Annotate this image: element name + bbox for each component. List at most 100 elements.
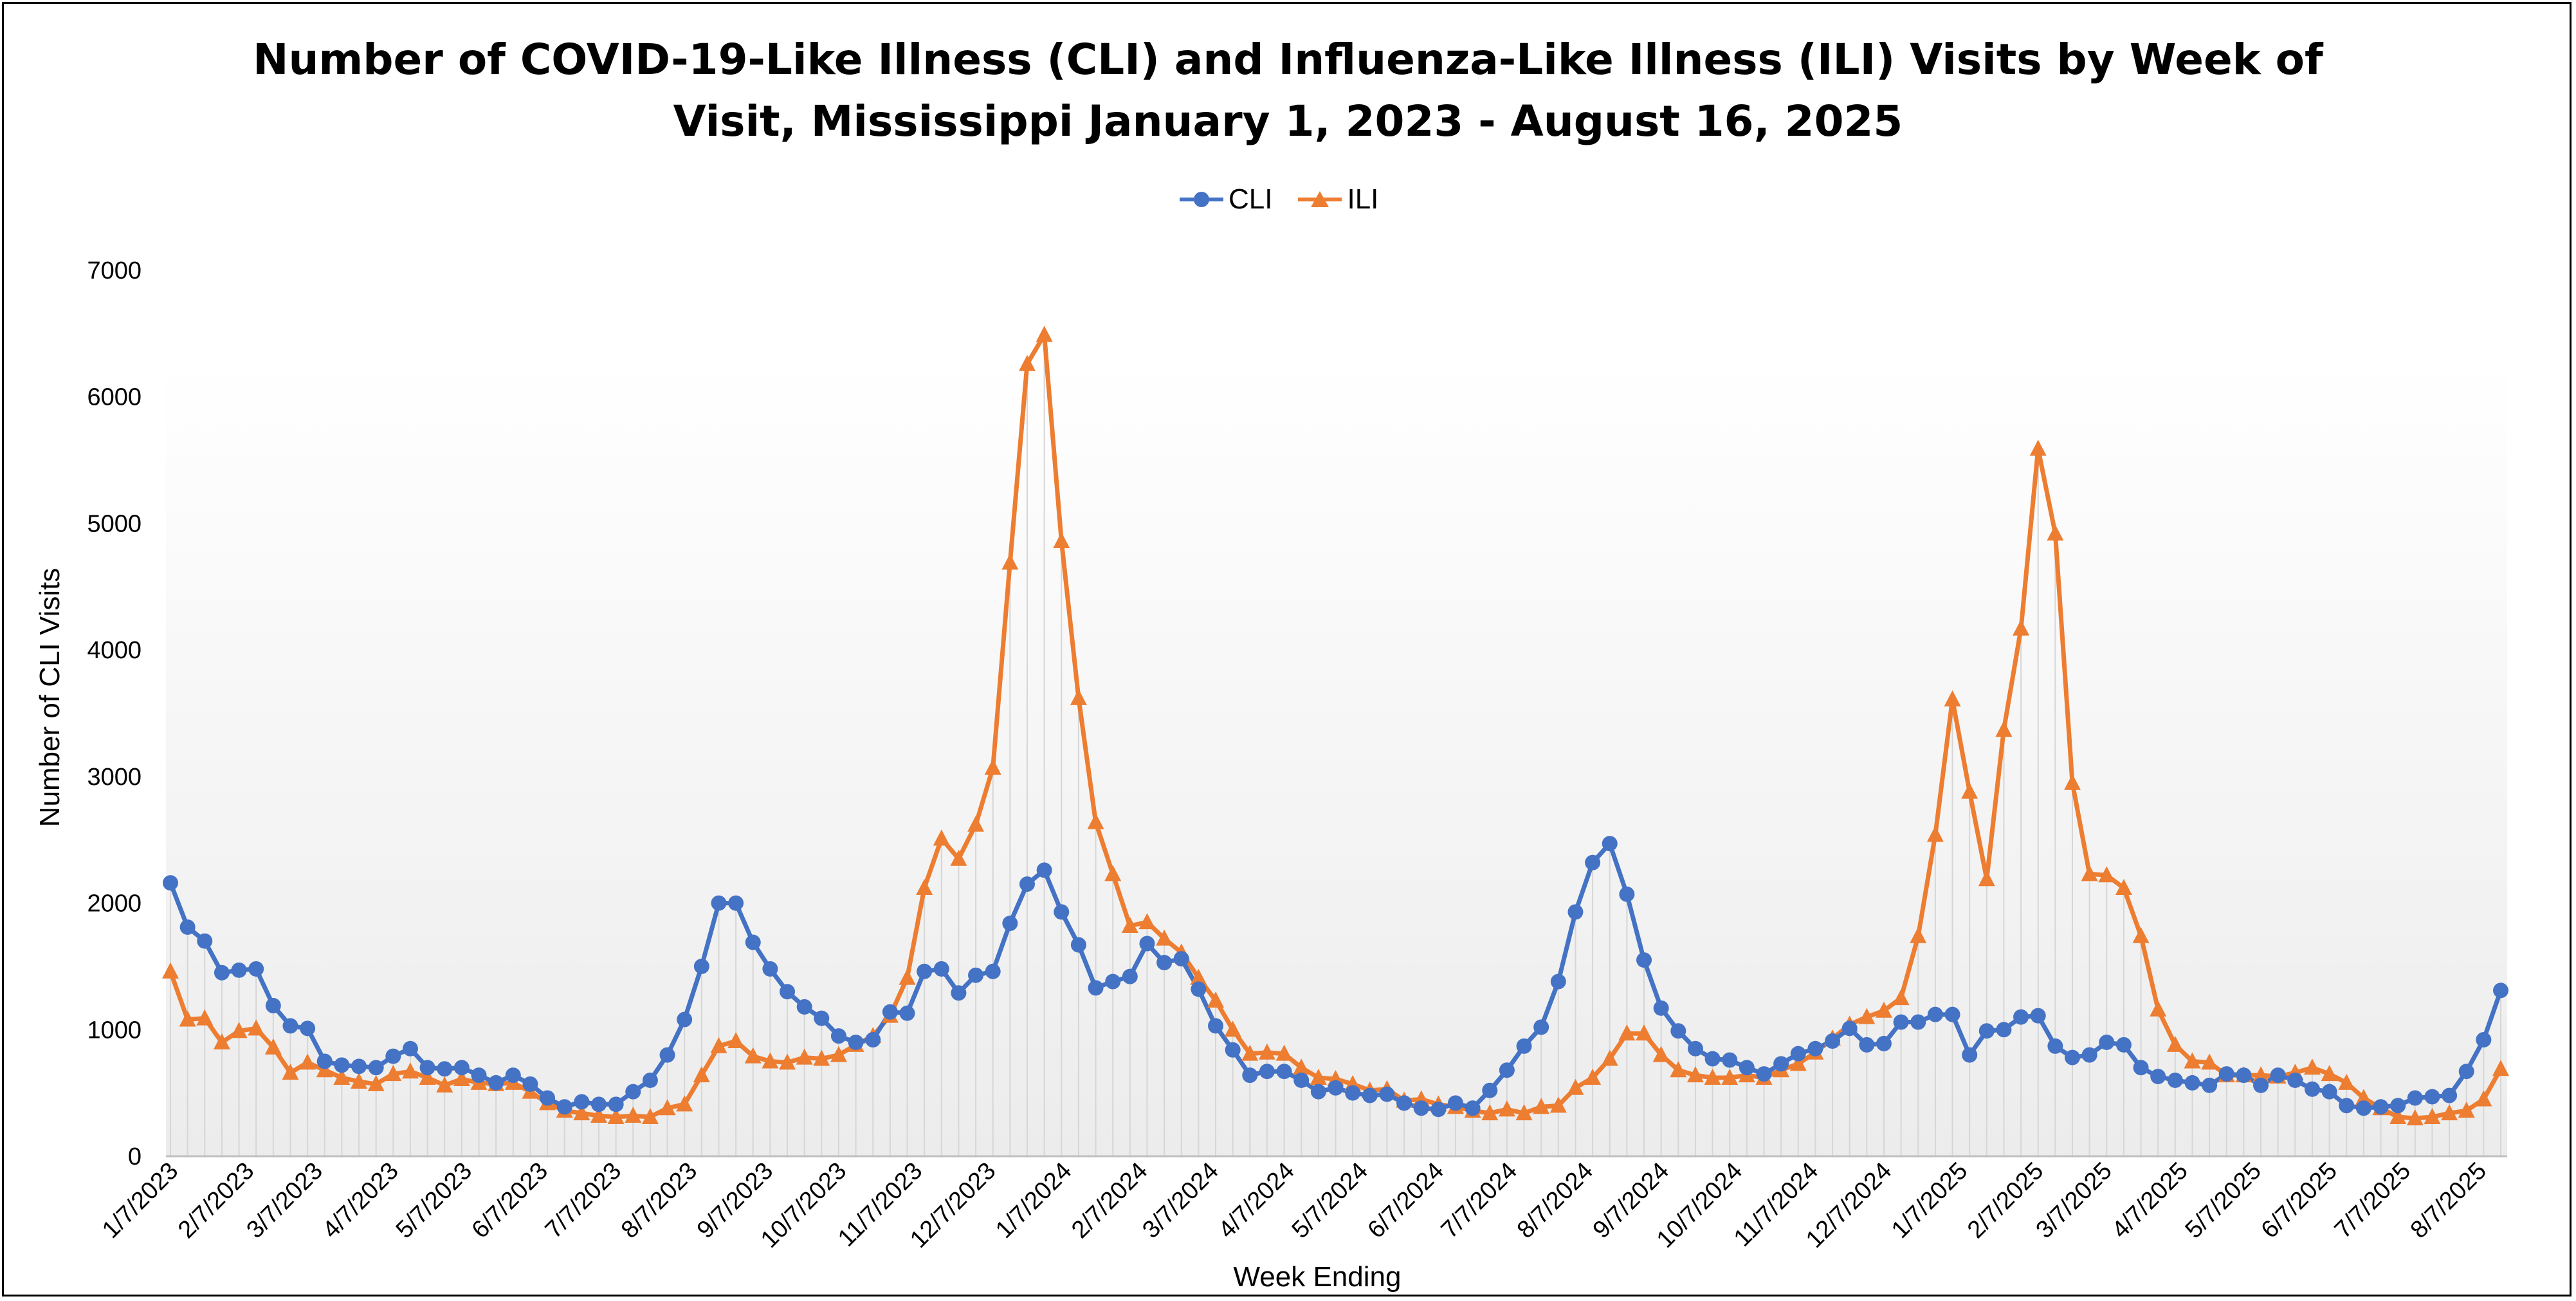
x-tick-label: 4/7/2025 bbox=[2107, 1158, 2193, 1244]
point-ili bbox=[419, 1069, 436, 1085]
point-ili bbox=[1515, 1104, 1533, 1121]
x-tick-label: 1/7/2024 bbox=[991, 1158, 1077, 1244]
point-cli bbox=[368, 1060, 384, 1076]
x-tick-label: 4/7/2024 bbox=[1213, 1158, 1299, 1244]
point-ili bbox=[2303, 1058, 2321, 1075]
point-cli bbox=[1739, 1060, 1755, 1076]
legend-label-ili: ILI bbox=[1347, 183, 1379, 215]
point-cli bbox=[1602, 836, 1618, 852]
point-ili bbox=[2184, 1052, 2201, 1069]
point-cli bbox=[848, 1034, 864, 1050]
point-cli bbox=[1499, 1062, 1515, 1078]
point-ili bbox=[1549, 1096, 1567, 1113]
point-ili bbox=[2252, 1066, 2270, 1083]
point-ili bbox=[1293, 1058, 1310, 1075]
point-ili bbox=[1995, 721, 2013, 737]
legend-entry-ili: ILI bbox=[1297, 183, 1378, 216]
point-cli bbox=[1516, 1038, 1532, 1054]
point-ili bbox=[744, 1047, 762, 1064]
point-ili bbox=[1053, 531, 1070, 548]
legend: CLI ILI bbox=[1178, 183, 1378, 216]
point-cli bbox=[2407, 1090, 2423, 1106]
x-tick-label: 3/7/2023 bbox=[242, 1158, 328, 1244]
point-ili bbox=[1875, 1001, 1892, 1018]
x-tick-label: 7/7/2025 bbox=[2330, 1158, 2416, 1244]
point-ili bbox=[1036, 326, 1053, 342]
point-ili bbox=[1652, 1046, 1670, 1062]
point-ili bbox=[1258, 1043, 1275, 1060]
point-ili bbox=[1721, 1069, 1739, 1085]
point-cli bbox=[1413, 1100, 1429, 1116]
point-ili bbox=[1138, 913, 1156, 930]
x-tick-label: 6/7/2023 bbox=[467, 1158, 553, 1244]
point-ili bbox=[710, 1037, 727, 1053]
x-tick-label: 8/7/2024 bbox=[1512, 1158, 1598, 1244]
point-cli bbox=[1790, 1046, 1806, 1062]
point-ili bbox=[2064, 773, 2081, 790]
point-ili bbox=[453, 1070, 470, 1087]
point-cli bbox=[1002, 916, 1018, 932]
point-ili bbox=[1241, 1044, 1259, 1061]
point-cli bbox=[2236, 1067, 2252, 1084]
point-cli bbox=[882, 1004, 898, 1020]
point-cli bbox=[1156, 955, 1173, 971]
point-ili bbox=[1207, 992, 1225, 1008]
point-cli bbox=[2184, 1075, 2200, 1091]
point-ili bbox=[2081, 865, 2098, 881]
point-ili bbox=[1533, 1098, 1550, 1114]
point-cli bbox=[1996, 1022, 2012, 1038]
point-ili bbox=[967, 815, 985, 832]
point-cli bbox=[796, 999, 812, 1015]
point-cli bbox=[985, 963, 1001, 979]
point-ili bbox=[607, 1108, 625, 1125]
point-ili bbox=[762, 1052, 779, 1069]
chart-title: Number of COVID-19-Like Illness (CLI) an… bbox=[0, 29, 2576, 152]
point-cli bbox=[522, 1076, 538, 1092]
point-cli bbox=[2304, 1081, 2320, 1097]
point-cli bbox=[1687, 1040, 1703, 1056]
point-ili bbox=[1670, 1061, 1687, 1078]
point-cli bbox=[2287, 1072, 2303, 1088]
point-ili bbox=[162, 962, 179, 979]
point-ili bbox=[1686, 1066, 1704, 1083]
point-ili bbox=[1190, 968, 1207, 985]
point-cli bbox=[2442, 1087, 2458, 1103]
point-cli bbox=[1345, 1085, 1361, 1101]
point-ili bbox=[282, 1064, 299, 1080]
x-tick-label: 3/7/2025 bbox=[2031, 1158, 2117, 1244]
point-ili bbox=[676, 1095, 693, 1112]
point-ili bbox=[2132, 927, 2150, 943]
point-ili bbox=[2406, 1109, 2424, 1125]
point-cli bbox=[1259, 1064, 1275, 1080]
point-ili bbox=[1104, 865, 1122, 881]
point-ili bbox=[1224, 1020, 1241, 1037]
point-ili bbox=[2355, 1089, 2372, 1105]
point-ili bbox=[984, 759, 1001, 775]
point-cli bbox=[1962, 1047, 1978, 1063]
point-cli bbox=[2150, 1069, 2166, 1085]
point-cli bbox=[540, 1090, 556, 1106]
point-cli bbox=[2373, 1099, 2389, 1115]
point-ili bbox=[1789, 1055, 1807, 1071]
point-cli bbox=[1927, 1006, 1943, 1022]
point-cli bbox=[1208, 1018, 1224, 1034]
point-ili bbox=[1275, 1044, 1293, 1061]
point-cli bbox=[677, 1011, 693, 1028]
point-cli bbox=[300, 1020, 316, 1037]
point-ili bbox=[693, 1066, 710, 1083]
point-cli bbox=[1722, 1052, 1738, 1068]
point-cli bbox=[1859, 1037, 1875, 1053]
point-ili bbox=[796, 1048, 813, 1065]
point-cli bbox=[865, 1032, 881, 1048]
point-ili bbox=[2338, 1073, 2355, 1090]
point-cli bbox=[917, 963, 933, 979]
point-ili bbox=[950, 849, 967, 866]
point-cli bbox=[1173, 951, 1189, 967]
point-cli bbox=[642, 1072, 658, 1088]
point-cli bbox=[1225, 1042, 1241, 1058]
x-tick-label: 6/7/2024 bbox=[1363, 1158, 1449, 1244]
point-ili bbox=[899, 968, 916, 985]
point-ili bbox=[1087, 813, 1104, 829]
point-cli bbox=[2047, 1038, 2063, 1054]
point-cli bbox=[1893, 1014, 1909, 1030]
